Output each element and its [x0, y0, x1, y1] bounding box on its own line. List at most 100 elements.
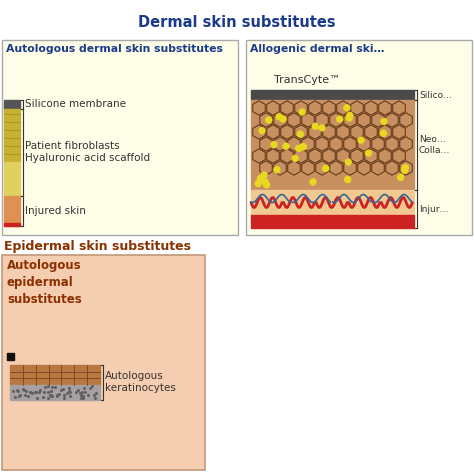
- Polygon shape: [281, 125, 293, 139]
- Polygon shape: [344, 137, 356, 151]
- Circle shape: [401, 167, 408, 173]
- Polygon shape: [365, 149, 377, 163]
- Polygon shape: [323, 101, 335, 115]
- Polygon shape: [274, 137, 286, 151]
- Polygon shape: [379, 125, 391, 139]
- Polygon shape: [281, 149, 293, 163]
- Polygon shape: [253, 125, 265, 139]
- Polygon shape: [288, 137, 300, 151]
- Polygon shape: [330, 137, 342, 151]
- Text: Silicone membrane: Silicone membrane: [25, 99, 126, 109]
- Polygon shape: [330, 113, 342, 127]
- Bar: [251, 90, 414, 100]
- Polygon shape: [372, 113, 384, 127]
- Polygon shape: [260, 161, 272, 175]
- Text: Injur…: Injur…: [419, 204, 448, 213]
- Polygon shape: [253, 101, 265, 115]
- Bar: [10, 385, 100, 400]
- Bar: [251, 100, 414, 190]
- Polygon shape: [358, 161, 370, 175]
- Polygon shape: [295, 125, 307, 139]
- Polygon shape: [344, 113, 356, 127]
- Text: TransCyte™: TransCyte™: [274, 75, 340, 85]
- Text: Neo…
Colla…: Neo… Colla…: [419, 135, 450, 155]
- Polygon shape: [386, 161, 398, 175]
- Polygon shape: [400, 161, 412, 175]
- Bar: [251, 215, 414, 228]
- Circle shape: [299, 144, 305, 150]
- Circle shape: [283, 143, 289, 149]
- Polygon shape: [316, 113, 328, 127]
- Polygon shape: [337, 125, 349, 139]
- Polygon shape: [295, 149, 307, 163]
- Bar: [7, 353, 14, 360]
- Polygon shape: [400, 137, 412, 151]
- Polygon shape: [274, 113, 286, 127]
- Polygon shape: [386, 113, 398, 127]
- Polygon shape: [372, 161, 384, 175]
- Polygon shape: [281, 101, 293, 115]
- Bar: [4, 162, 20, 196]
- Polygon shape: [379, 101, 391, 115]
- Polygon shape: [267, 101, 279, 115]
- Circle shape: [257, 175, 264, 182]
- Bar: [4, 223, 20, 226]
- Polygon shape: [351, 101, 363, 115]
- Polygon shape: [337, 101, 349, 115]
- Circle shape: [319, 125, 325, 131]
- Polygon shape: [386, 137, 398, 151]
- Circle shape: [255, 181, 261, 187]
- Polygon shape: [358, 137, 370, 151]
- Circle shape: [276, 114, 282, 120]
- Bar: [2, 255, 205, 470]
- Polygon shape: [358, 113, 370, 127]
- Circle shape: [264, 182, 270, 188]
- Polygon shape: [288, 113, 300, 127]
- Circle shape: [347, 112, 353, 118]
- Circle shape: [274, 167, 280, 173]
- Polygon shape: [302, 113, 314, 127]
- Polygon shape: [337, 149, 349, 163]
- Circle shape: [261, 172, 267, 178]
- Polygon shape: [267, 149, 279, 163]
- Polygon shape: [302, 161, 314, 175]
- Text: Epidermal skin substitutes: Epidermal skin substitutes: [4, 240, 191, 253]
- Polygon shape: [295, 101, 307, 115]
- Circle shape: [344, 105, 350, 111]
- Text: Autologous
epidermal
substitutes: Autologous epidermal substitutes: [7, 259, 82, 306]
- Text: Injured skin: Injured skin: [25, 206, 86, 216]
- Circle shape: [345, 159, 351, 165]
- Text: Patient fibroblasts
Hyaluronic acid scaffold: Patient fibroblasts Hyaluronic acid scaf…: [25, 141, 150, 163]
- Circle shape: [280, 116, 286, 122]
- Polygon shape: [316, 137, 328, 151]
- Circle shape: [381, 118, 387, 124]
- Polygon shape: [309, 101, 321, 115]
- Polygon shape: [393, 149, 405, 163]
- Polygon shape: [309, 125, 321, 139]
- Polygon shape: [393, 101, 405, 115]
- Circle shape: [296, 146, 301, 152]
- Bar: [4, 100, 20, 109]
- Polygon shape: [379, 149, 391, 163]
- Circle shape: [262, 179, 268, 185]
- Bar: [4, 196, 20, 226]
- Circle shape: [271, 142, 277, 147]
- Circle shape: [310, 179, 316, 185]
- Polygon shape: [316, 161, 328, 175]
- Polygon shape: [365, 101, 377, 115]
- Circle shape: [312, 123, 318, 129]
- Polygon shape: [302, 137, 314, 151]
- Circle shape: [402, 164, 408, 171]
- Circle shape: [345, 177, 351, 182]
- Polygon shape: [351, 149, 363, 163]
- Circle shape: [259, 128, 265, 134]
- Bar: [246, 40, 472, 235]
- Circle shape: [337, 116, 343, 122]
- Bar: [2, 40, 238, 235]
- Text: Allogenic dermal ski…: Allogenic dermal ski…: [250, 44, 384, 54]
- Circle shape: [358, 137, 364, 143]
- Circle shape: [299, 109, 305, 115]
- Circle shape: [346, 115, 352, 121]
- Text: Autologous
keratinocytes: Autologous keratinocytes: [105, 371, 176, 393]
- Polygon shape: [344, 161, 356, 175]
